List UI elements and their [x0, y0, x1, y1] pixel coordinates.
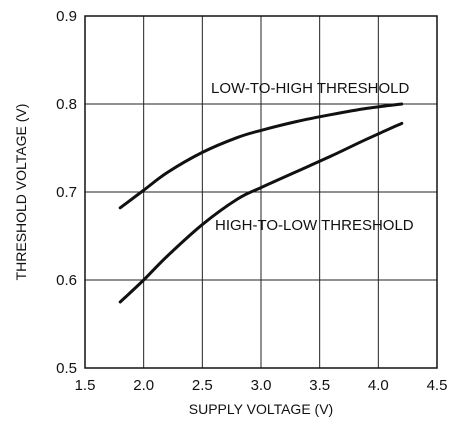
tick-labels: 1.5 2.0 2.5 3.0 3.5 4.0 4.5 0.5 0.6 0.7 0.8 0.9: [56, 8, 447, 394]
x-axis-label: SUPPLY VOLTAGE (V): [189, 401, 333, 417]
x-tick-label: 2.5: [192, 377, 213, 394]
y-tick-label: 0.9: [56, 8, 77, 25]
x-tick-label: 3.5: [309, 377, 330, 394]
y-tick-label: 0.8: [56, 96, 77, 113]
y-axis-label: THRESHOLD VOLTAGE (V): [13, 104, 29, 281]
series-line-low-to-high: [118, 102, 404, 210]
x-tick-label: 1.5: [75, 377, 96, 394]
plot-frame: [84, 15, 438, 369]
x-tick-label: 2.0: [133, 377, 154, 394]
series-lines: [118, 102, 404, 304]
y-tick-label: 0.7: [56, 184, 77, 201]
y-tick-label: 0.6: [56, 272, 77, 289]
annotation-low-to-high: LOW-TO-HIGH THRESHOLD: [211, 80, 410, 97]
x-tick-label: 4.0: [368, 377, 389, 394]
x-tick-label: 4.5: [427, 377, 448, 394]
y-tick-label: 0.5: [56, 360, 77, 377]
annotation-high-to-low: HIGH-TO-LOW THRESHOLD: [215, 217, 414, 234]
x-tick-label: 3.0: [251, 377, 272, 394]
grid-lines: [85, 16, 437, 368]
series-line-high-to-low: [118, 121, 404, 304]
